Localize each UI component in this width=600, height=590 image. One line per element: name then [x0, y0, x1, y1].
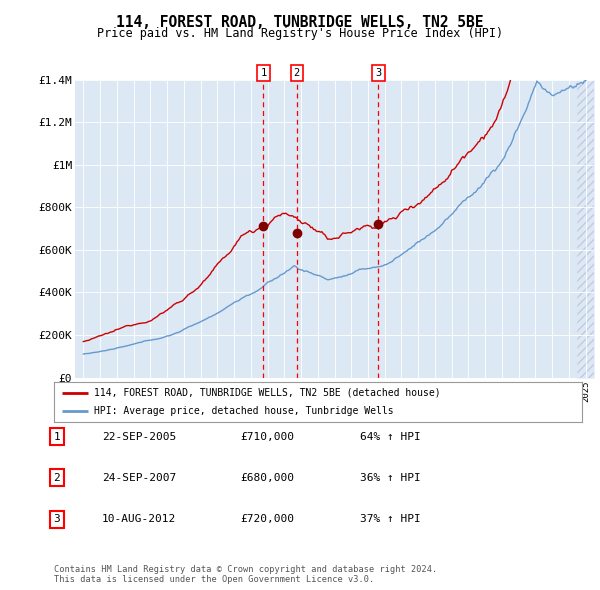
- Text: 1: 1: [260, 68, 266, 78]
- Text: 1: 1: [53, 432, 61, 441]
- Text: 114, FOREST ROAD, TUNBRIDGE WELLS, TN2 5BE: 114, FOREST ROAD, TUNBRIDGE WELLS, TN2 5…: [116, 15, 484, 30]
- Text: 2: 2: [294, 68, 300, 78]
- Text: 37% ↑ HPI: 37% ↑ HPI: [360, 514, 421, 524]
- Text: 10-AUG-2012: 10-AUG-2012: [102, 514, 176, 524]
- Text: £710,000: £710,000: [240, 432, 294, 441]
- Text: Price paid vs. HM Land Registry's House Price Index (HPI): Price paid vs. HM Land Registry's House …: [97, 27, 503, 40]
- Text: £680,000: £680,000: [240, 473, 294, 483]
- Text: £720,000: £720,000: [240, 514, 294, 524]
- Text: 22-SEP-2005: 22-SEP-2005: [102, 432, 176, 441]
- Text: 64% ↑ HPI: 64% ↑ HPI: [360, 432, 421, 441]
- Text: 2: 2: [53, 473, 61, 483]
- Text: 24-SEP-2007: 24-SEP-2007: [102, 473, 176, 483]
- Text: 36% ↑ HPI: 36% ↑ HPI: [360, 473, 421, 483]
- Text: 3: 3: [53, 514, 61, 524]
- Text: 114, FOREST ROAD, TUNBRIDGE WELLS, TN2 5BE (detached house): 114, FOREST ROAD, TUNBRIDGE WELLS, TN2 5…: [94, 388, 440, 398]
- Text: 3: 3: [375, 68, 382, 78]
- Text: Contains HM Land Registry data © Crown copyright and database right 2024.
This d: Contains HM Land Registry data © Crown c…: [54, 565, 437, 584]
- Bar: [577, 80, 594, 378]
- Text: HPI: Average price, detached house, Tunbridge Wells: HPI: Average price, detached house, Tunb…: [94, 406, 393, 416]
